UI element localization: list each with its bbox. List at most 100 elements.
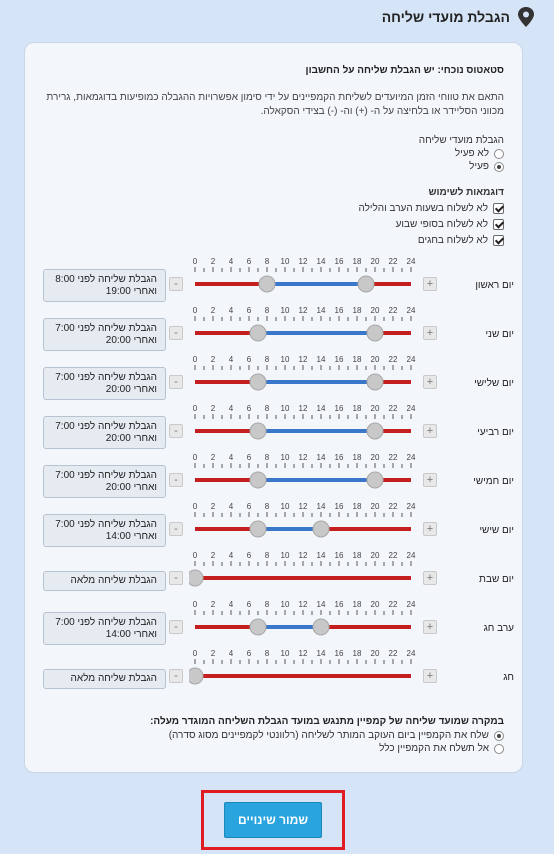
- example-item-weekend[interactable]: לא לשלוח בסופי שבוע: [396, 219, 504, 230]
- allowed-range: [258, 380, 375, 384]
- decrease-button[interactable]: -: [169, 375, 183, 389]
- scale-tick-label: 0: [193, 502, 198, 511]
- decrease-button[interactable]: -: [169, 620, 183, 634]
- day-name: חג: [503, 672, 514, 683]
- scale-tick-label: 8: [265, 551, 270, 560]
- radio-inactive[interactable]: [494, 148, 504, 159]
- increase-button[interactable]: +: [423, 571, 437, 585]
- slider-handle-start[interactable]: [249, 618, 267, 636]
- scale-tick-label: 6: [247, 404, 252, 413]
- scale-tick-label: 20: [371, 502, 380, 511]
- slider-handle-start[interactable]: [249, 520, 267, 538]
- decrease-button[interactable]: -: [169, 277, 183, 291]
- decrease-button[interactable]: -: [169, 522, 183, 536]
- decrease-button[interactable]: -: [169, 326, 183, 340]
- example-holidays-label: לא לשלוח בחגים: [417, 235, 488, 246]
- slider-handle-end[interactable]: [312, 520, 330, 538]
- decrease-button[interactable]: -: [169, 424, 183, 438]
- hour-range-slider[interactable]: 0 2 4 6 8 10 12 14 16 18 20 22 24: [189, 598, 419, 643]
- scale-tick-label: 22: [389, 600, 398, 609]
- slider-handle-start[interactable]: [189, 667, 204, 685]
- slider-handle-start[interactable]: [189, 569, 204, 587]
- day-name: יום שלישי: [474, 378, 514, 389]
- day-row: יום חמישי + - הגבלת שליחה לפני 7:00 ואחרי 20…: [25, 451, 524, 498]
- restriction-summary-line: הגבלת שליחה לפני 7:00: [55, 519, 157, 530]
- restricted-range: [195, 674, 411, 678]
- slider-handle-start[interactable]: [249, 373, 267, 391]
- scale-tick-label: 22: [389, 453, 398, 462]
- scale-tick-label: 4: [229, 306, 234, 315]
- checkbox-weekend[interactable]: [493, 219, 504, 230]
- scale-tick-label: 8: [265, 502, 270, 511]
- scale-tick-label: 12: [299, 551, 308, 560]
- hour-range-slider[interactable]: 0 2 4 6 8 10 12 14 16 18 20 22 24: [189, 402, 419, 447]
- increase-button[interactable]: +: [423, 277, 437, 291]
- scale-tick-label: 16: [335, 551, 344, 560]
- example-item-holidays[interactable]: לא לשלוח בחגים: [418, 235, 504, 246]
- fallback-option-next-day[interactable]: שלח את הקמפיין ביום העוקב המותר לשליחה (…: [169, 730, 504, 741]
- scale-tick-label: 0: [193, 551, 198, 560]
- hour-range-slider[interactable]: 0 2 4 6 8 10 12 14 16 18 20 22 24: [189, 304, 419, 349]
- scale-tick-label: 4: [229, 453, 234, 462]
- restriction-summary-line: ואחרי 14:00: [105, 629, 157, 640]
- hour-range-slider[interactable]: 0 2 4 6 8 10 12 14 16 18 20 22 24: [189, 647, 419, 692]
- day-row: חג + - הגבלת שליחה מלאה 0 2 4 6 8 10 12 14 16 18 20 22 2…: [25, 647, 524, 692]
- increase-button[interactable]: +: [423, 522, 437, 536]
- scale-tick-label: 0: [193, 306, 198, 315]
- slider-handle-end[interactable]: [357, 275, 375, 293]
- increase-button[interactable]: +: [423, 620, 437, 634]
- fallback-option-dont-send[interactable]: אל תשלח את הקמפיין כלל: [379, 743, 504, 754]
- scale-tick-label: 2: [211, 306, 216, 315]
- slider-handle-start[interactable]: [249, 422, 267, 440]
- slider-handle-end[interactable]: [366, 471, 384, 489]
- scale-tick-label: 10: [281, 355, 290, 364]
- increase-button[interactable]: +: [423, 375, 437, 389]
- slider-handle-start[interactable]: [249, 324, 267, 342]
- increase-button[interactable]: +: [423, 669, 437, 683]
- hour-range-slider[interactable]: 0 2 4 6 8 10 12 14 16 18 20 22 24: [189, 353, 419, 398]
- example-item-evening[interactable]: לא לשלוח בשעות הערב והלילה: [358, 203, 504, 214]
- slider-handle-end[interactable]: [312, 618, 330, 636]
- decrease-button[interactable]: -: [169, 473, 183, 487]
- decrease-button[interactable]: -: [169, 571, 183, 585]
- radio-next-day[interactable]: [494, 730, 504, 741]
- hour-range-slider[interactable]: 0 2 4 6 8 10 12 14 16 18 20 22 24: [189, 500, 419, 545]
- fallback-next-day-label: שלח את הקמפיין ביום העוקב המותר לשליחה (…: [168, 730, 489, 741]
- checkbox-holidays[interactable]: [493, 235, 504, 246]
- save-button[interactable]: שמור שינויים: [224, 802, 322, 838]
- scale-tick-label: 0: [193, 257, 198, 266]
- restriction-option-inactive[interactable]: לא פעיל: [455, 148, 504, 159]
- slider-handle-end[interactable]: [366, 373, 384, 391]
- increase-button[interactable]: +: [423, 473, 437, 487]
- fallback-question: במקרה שמועד שליחה של קמפיין מתנגש במועד …: [150, 716, 504, 727]
- increase-button[interactable]: +: [423, 424, 437, 438]
- restriction-summary: הגבלת שליחה לפני 8:00 ואחרי 19:00: [43, 269, 166, 302]
- scale-tick-label: 6: [247, 355, 252, 364]
- slider-handle-end[interactable]: [366, 422, 384, 440]
- scale-tick-label: 2: [211, 600, 216, 609]
- scale-tick-label: 14: [317, 600, 326, 609]
- restriction-option-active[interactable]: פעיל: [469, 161, 504, 172]
- increase-button[interactable]: +: [423, 326, 437, 340]
- hour-range-slider[interactable]: 0 2 4 6 8 10 12 14 16 18 20 22 24: [189, 255, 419, 300]
- radio-dont-send[interactable]: [494, 743, 504, 754]
- scale-tick-label: 22: [389, 257, 398, 266]
- decrease-button[interactable]: -: [169, 669, 183, 683]
- day-name: יום רביעי: [477, 427, 514, 438]
- scale-tick-label: 10: [281, 600, 290, 609]
- scale-tick-label: 8: [265, 600, 270, 609]
- radio-active[interactable]: [494, 161, 504, 172]
- slider-handle-start[interactable]: [249, 471, 267, 489]
- hour-range-slider[interactable]: 0 2 4 6 8 10 12 14 16 18 20 22 24: [189, 549, 419, 594]
- slider-handle-end[interactable]: [366, 324, 384, 342]
- scale-tick-label: 22: [389, 306, 398, 315]
- hour-range-slider[interactable]: 0 2 4 6 8 10 12 14 16 18 20 22 24: [189, 451, 419, 496]
- checkbox-evening[interactable]: [493, 203, 504, 214]
- slider-handle-start[interactable]: [258, 275, 276, 293]
- scale-tick-label: 12: [299, 355, 308, 364]
- scale-tick-label: 20: [371, 649, 380, 658]
- restriction-summary: הגבלת שליחה לפני 7:00 ואחרי 20:00: [43, 318, 166, 351]
- scale-tick-label: 12: [299, 600, 308, 609]
- scale-tick-label: 4: [229, 502, 234, 511]
- scale-tick-label: 2: [211, 502, 216, 511]
